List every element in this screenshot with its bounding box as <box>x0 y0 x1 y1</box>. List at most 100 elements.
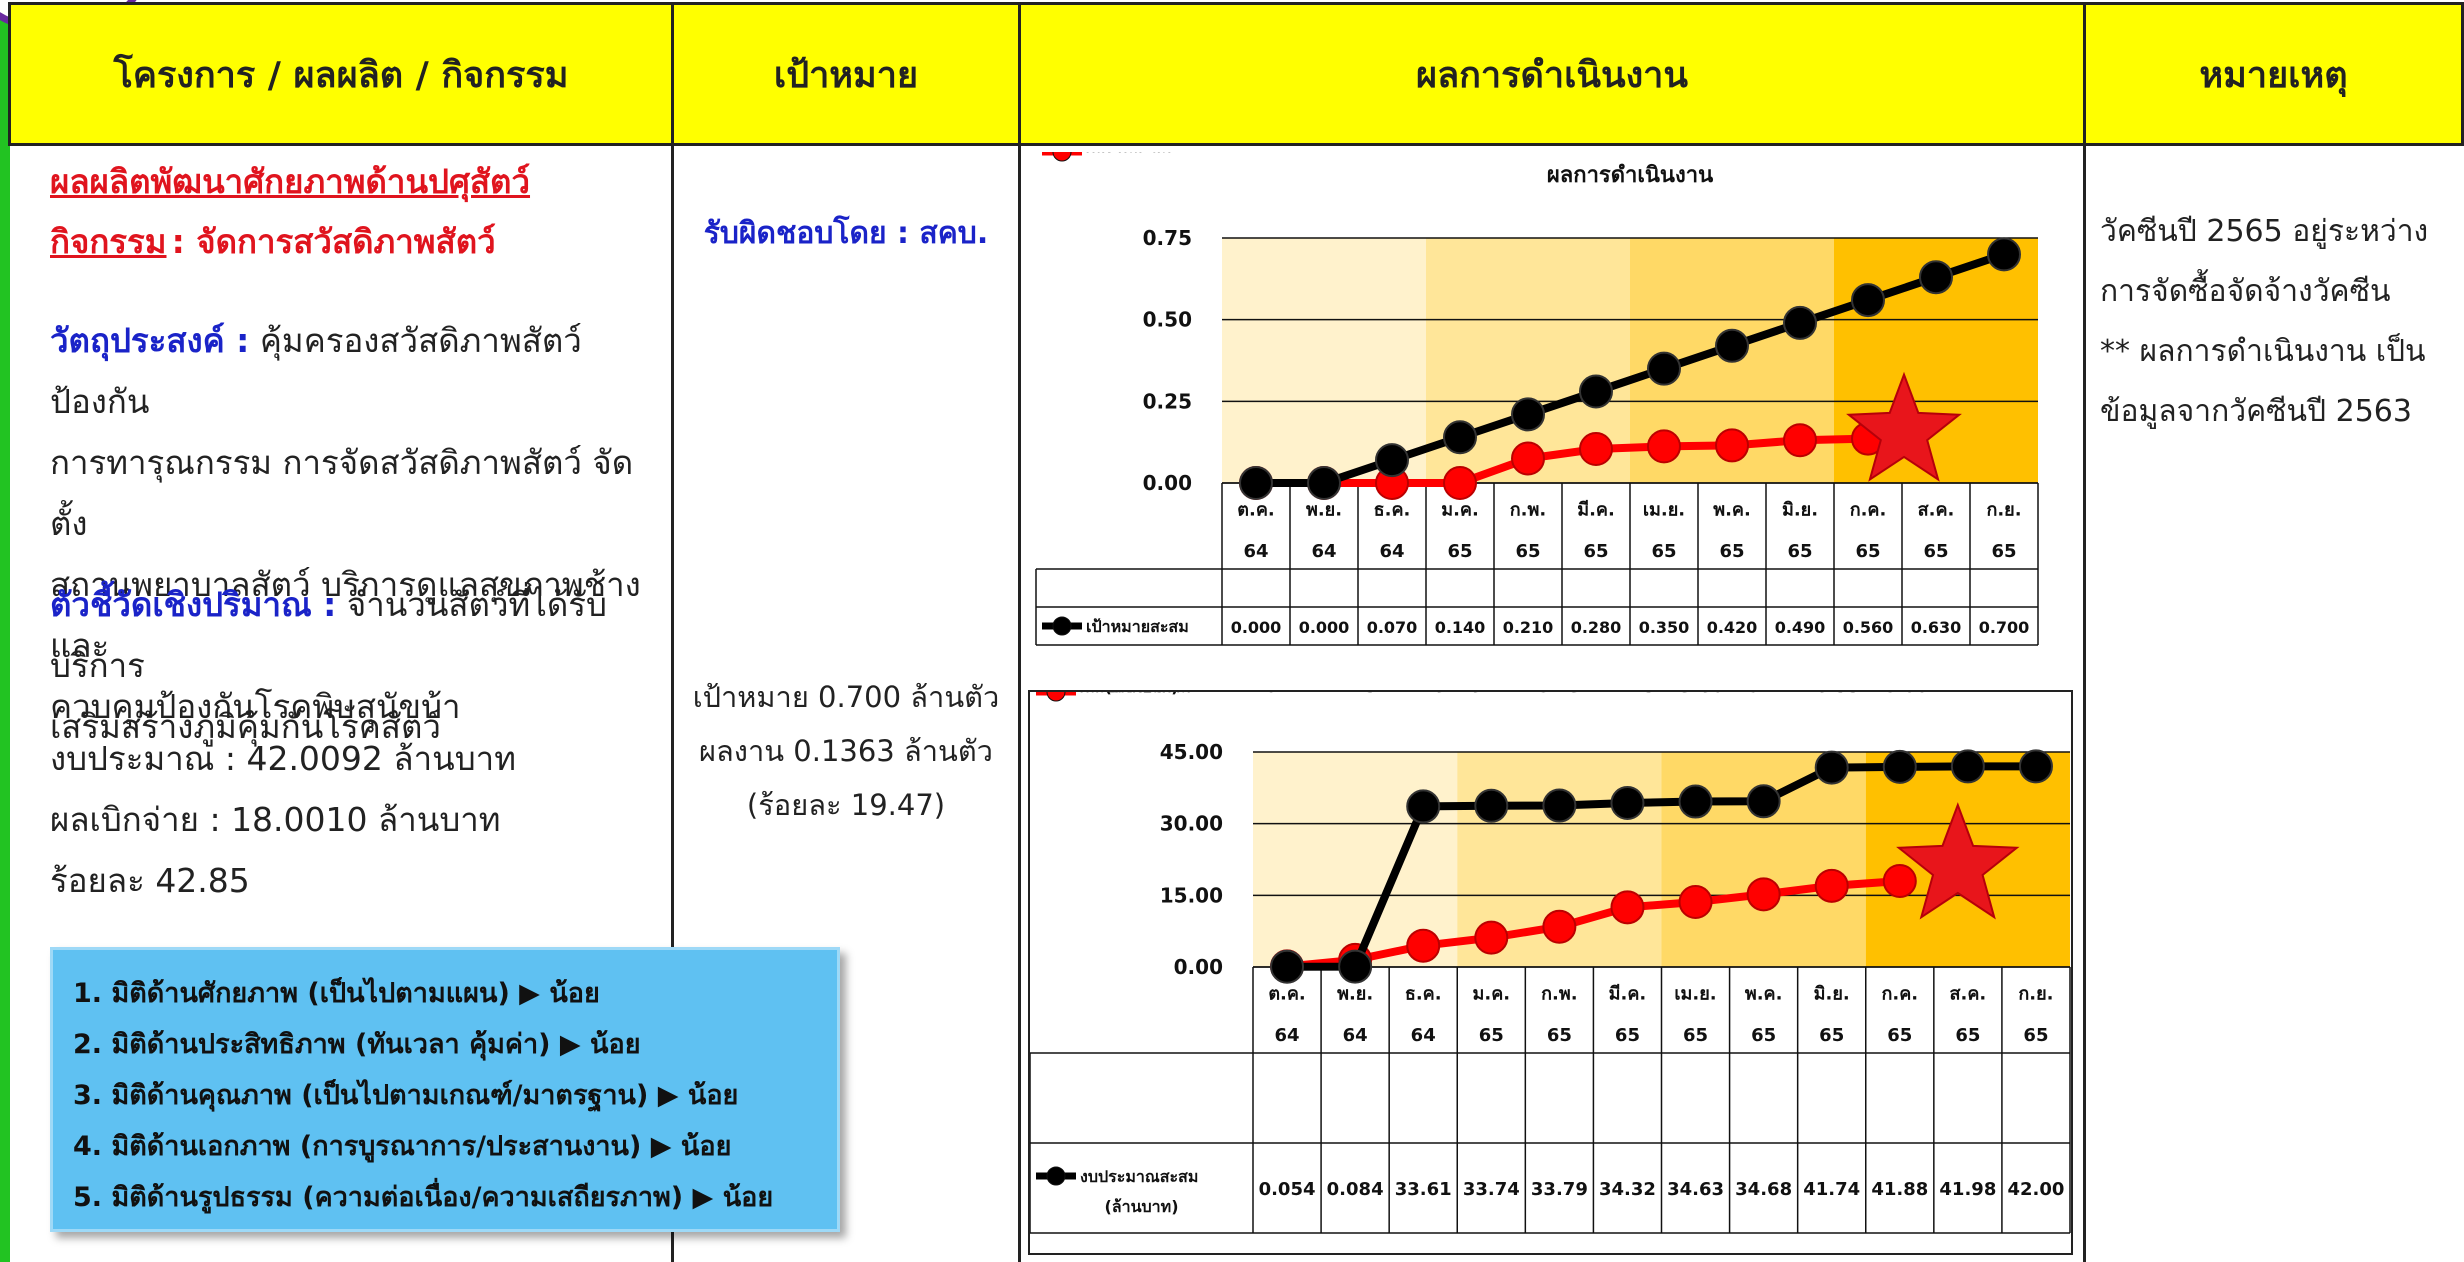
data-label: 0.112 <box>1639 152 1690 156</box>
series-point <box>1814 750 1849 785</box>
series-point <box>1474 788 1509 823</box>
data-label: 0.000 <box>1231 152 1282 156</box>
data-label: 34.63 <box>1667 1179 1724 1200</box>
x-tick-label: 65 <box>1751 1025 1776 1046</box>
data-label: 13.60 <box>1667 692 1724 697</box>
series-point <box>1511 397 1545 432</box>
x-tick-label: 64 <box>1411 1025 1436 1046</box>
chart-disbursement-svg: ผลการเบิกจ่าย0.0015.0030.0045.00ต.ค.64พ.… <box>1029 669 2071 1234</box>
y-tick-label: 0.25 <box>1143 389 1192 413</box>
chart-title: ผลการดำเนินงาน <box>1547 163 1713 188</box>
legend-label-unit: (ล้านบาท) <box>1104 1197 1178 1216</box>
x-tick-label: มี.ค. <box>1609 984 1647 1005</box>
data-label: 0.000 <box>1435 152 1486 156</box>
data-label: 33.79 <box>1531 1179 1588 1200</box>
objective-label: วัตถุประสงค์ : <box>50 321 250 360</box>
series-point <box>1647 429 1681 464</box>
indicator-line-2: เสริมสร้างภูมิคุ้มกันโรคสัตว์ <box>50 707 441 746</box>
series-point <box>1746 877 1781 912</box>
target-summary: เป้าหมาย 0.700 ล้านตัว ผลงาน 0.1363 ล้าน… <box>671 670 1021 832</box>
x-tick-label: 65 <box>1615 1025 1640 1046</box>
x-tick-label: 65 <box>1683 1025 1708 1046</box>
series-line <box>1256 434 1869 487</box>
spent-text: ผลเบิกจ่าย : 18.0010 ล้านบาท <box>50 800 501 839</box>
data-label: 0.075 <box>1503 152 1554 156</box>
dimension-item: 3. มิติด้านคุณภาพ (เป็นไปตามเกณฑ์/มาตรฐา… <box>73 1080 739 1111</box>
x-tick-label: ม.ค. <box>1441 500 1479 521</box>
series-point <box>1783 305 1817 340</box>
indicator-label: ตัวชี้วัดเชิงปริมาณ : <box>50 585 337 624</box>
x-tick-label: ก.พ. <box>1510 500 1546 521</box>
data-label: 8.43 <box>1537 692 1581 697</box>
data-label: 0.700 <box>1979 618 2030 637</box>
indicator-block: ตัวชี้วัดเชิงปริมาณ : จำนวนสัตว์ที่ได้รั… <box>50 574 670 757</box>
quarter-band <box>1222 238 1426 483</box>
x-tick-label: ก.ค. <box>1850 500 1887 521</box>
x-tick-label: ส.ค. <box>1950 984 1987 1005</box>
series-point <box>1579 374 1613 409</box>
x-tick-label: 65 <box>1991 541 2016 562</box>
legend-label-unit: (ล้านบาท) <box>1104 692 1178 696</box>
remark-line-4: ข้อมูลจากวัคซีนปี 2563 <box>2100 394 2412 429</box>
series-line <box>1286 877 1901 971</box>
dimension-item: 2. มิติด้านประสิทธิภาพ (ทันเวลา คุ้มค่า)… <box>73 1029 641 1060</box>
percent-text: ร้อยละ 42.85 <box>50 861 250 900</box>
data-label: 0.350 <box>1639 618 1690 637</box>
data-label: 34.68 <box>1735 1179 1792 1200</box>
data-label: 0.560 <box>1843 618 1894 637</box>
series-point <box>1783 423 1817 458</box>
series-point <box>1443 420 1477 455</box>
series-point <box>1678 885 1713 920</box>
data-label: 0.280 <box>1571 618 1622 637</box>
data-label: 0.000 <box>1367 152 1418 156</box>
goal-text: เป้าหมาย 0.700 ล้านตัว <box>692 680 1000 714</box>
data-label: 34.32 <box>1599 1179 1656 1200</box>
x-tick-label: 65 <box>1479 1025 1504 1046</box>
data-label: 0.420 <box>1707 618 1758 637</box>
x-tick-label: 64 <box>1311 541 1336 562</box>
x-tick-label: 64 <box>1275 1025 1300 1046</box>
data-label: 0.000 <box>1231 618 1282 637</box>
column-project <box>8 146 674 1262</box>
dimension-item: 1. มิติด้านศักยภาพ (เป็นไปตามแผน) ▶ น้อย <box>73 978 600 1009</box>
series-point <box>1542 788 1577 823</box>
series-point <box>2018 749 2053 784</box>
series-point <box>1950 749 1985 784</box>
data-label: 41.74 <box>1803 1179 1860 1200</box>
x-tick-label: ก.ย. <box>1986 500 2021 521</box>
series-point <box>1406 928 1441 963</box>
legend-marker <box>1046 682 1066 702</box>
data-label: 0.054 <box>1259 1179 1316 1200</box>
remark-line-1: วัคซีนปี 2565 อยู่ระหว่าง <box>2100 214 2429 249</box>
series-point <box>1987 237 2021 272</box>
data-label: 33.74 <box>1463 1179 1520 1200</box>
header-project: โครงการ / ผลผลิต / กิจกรรม <box>8 2 674 146</box>
series-point <box>1678 784 1713 819</box>
y-tick-label: 0.50 <box>1143 308 1192 332</box>
x-tick-label: 65 <box>1651 541 1676 562</box>
series-point <box>1443 466 1477 500</box>
series-point <box>1882 749 1917 784</box>
x-tick-label: 64 <box>1243 541 1268 562</box>
legend-marker <box>1052 142 1072 162</box>
responsible-text: รับผิดชอบโดย : สคบ. <box>671 210 1021 257</box>
chart-performance: ผลการดำเนินงาน 0.00 0.25 0.50 0.75 ต.ค. 64 พ.ย.… <box>1028 137 2073 672</box>
x-tick-label: 65 <box>1819 1025 1844 1046</box>
dimension-item: 5. มิติด้านรูปธรรม (ความต่อเนื่อง/ความเส… <box>73 1182 774 1213</box>
y-tick-label: 0.00 <box>1174 955 1223 979</box>
budget-block: งบประมาณ : 42.0092 ล้านบาท ผลเบิกจ่าย : … <box>50 728 670 911</box>
data-label: 0.115 <box>1707 152 1758 156</box>
x-tick-label: ก.พ. <box>1541 984 1577 1005</box>
x-tick-label: เม.ย. <box>1643 500 1685 521</box>
legend-marker <box>1046 1166 1066 1186</box>
objective-line-2: การทารุณกรรม การจัดสวัสดิภาพสัตว์ จัดตั้… <box>50 443 634 543</box>
data-label: 6.14 <box>1469 692 1513 697</box>
series-point <box>1579 432 1613 467</box>
x-tick-label: 65 <box>1955 1025 1980 1046</box>
x-tick-label: 64 <box>1343 1025 1368 1046</box>
x-tick-label: ต.ค. <box>1237 500 1274 521</box>
x-tick-label: ก.ย. <box>2018 984 2053 1005</box>
indicator-line-1: จำนวนสัตว์ที่ได้รับบริการ <box>50 585 607 685</box>
series-point <box>1406 789 1441 824</box>
x-tick-label: ส.ค. <box>1918 500 1955 521</box>
